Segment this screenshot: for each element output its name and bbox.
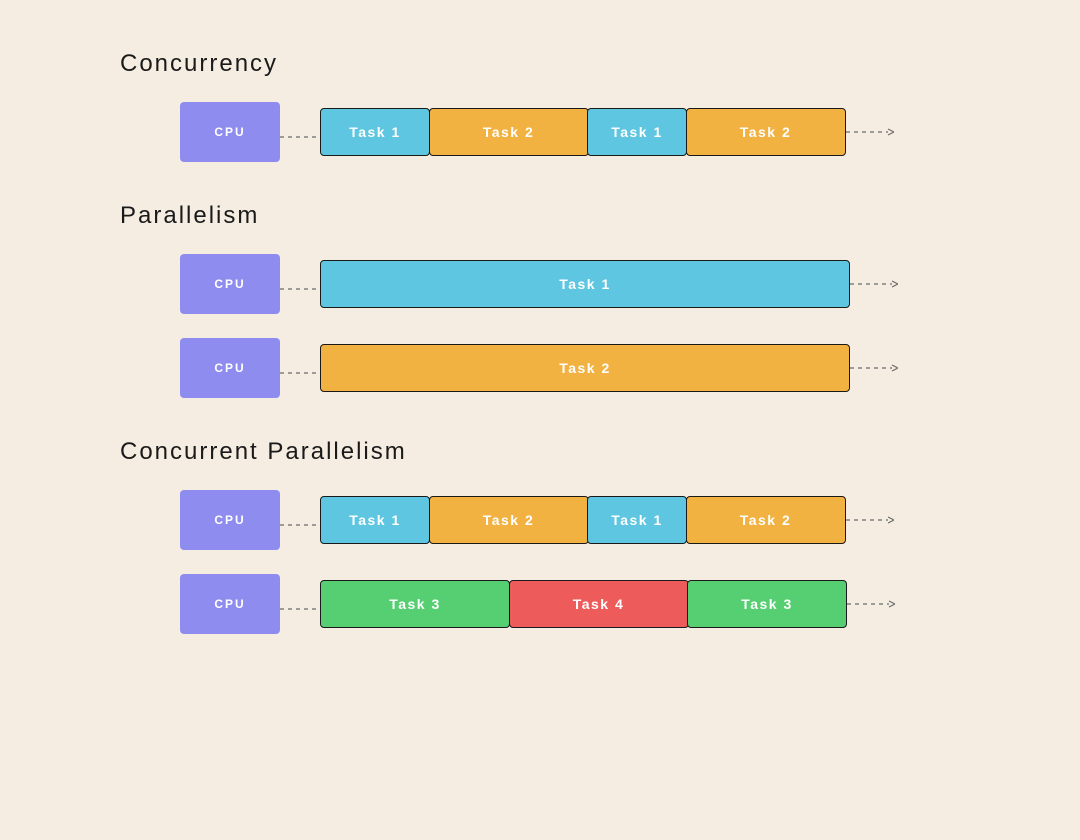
section: ConcurrencyCPU Task 1Task 2Task 1Task 2 <box>120 50 960 162</box>
dash-connector <box>280 520 320 521</box>
section-title: Concurrent Parallelism <box>120 438 960 466</box>
task-box: Task 3 <box>320 580 510 628</box>
task-box: Task 2 <box>429 108 589 156</box>
task-box: Task 2 <box>686 496 846 544</box>
task-box: Task 2 <box>320 344 850 392</box>
tasks-container: Task 3Task 4Task 3 <box>320 580 847 628</box>
task-box: Task 1 <box>587 496 687 544</box>
tasks-container: Task 1 <box>320 260 850 308</box>
tasks-container: Task 2 <box>320 344 850 392</box>
task-box: Task 2 <box>429 496 589 544</box>
task-box: Task 2 <box>686 108 846 156</box>
cpu-box: CPU <box>180 338 280 398</box>
dash-connector <box>280 132 320 133</box>
dash-arrow <box>847 599 895 609</box>
task-box: Task 4 <box>509 580 689 628</box>
task-box: Task 1 <box>320 108 430 156</box>
section: Parallelism CPU Task 1 CPU Task 2 <box>120 202 960 398</box>
section: Concurrent ParallelismCPU Task 1Task 2Ta… <box>120 438 960 634</box>
section-title: Concurrency <box>120 50 960 78</box>
cpu-box: CPU <box>180 490 280 550</box>
dash-arrow <box>846 127 894 137</box>
dash-arrow <box>846 515 894 525</box>
dash-connector <box>280 284 320 285</box>
task-box: Task 3 <box>687 580 847 628</box>
task-box: Task 1 <box>320 496 430 544</box>
tasks-container: Task 1Task 2Task 1Task 2 <box>320 496 846 544</box>
dash-arrow <box>850 363 898 373</box>
dash-connector <box>280 368 320 369</box>
task-box: Task 1 <box>320 260 850 308</box>
cpu-box: CPU <box>180 102 280 162</box>
dash-arrow <box>850 279 898 289</box>
cpu-box: CPU <box>180 574 280 634</box>
cpu-row: CPU Task 3Task 4Task 3 <box>120 574 960 634</box>
cpu-row: CPU Task 1Task 2Task 1Task 2 <box>120 102 960 162</box>
section-title: Parallelism <box>120 202 960 230</box>
cpu-row: CPU Task 1Task 2Task 1Task 2 <box>120 490 960 550</box>
cpu-row: CPU Task 2 <box>120 338 960 398</box>
task-box: Task 1 <box>587 108 687 156</box>
cpu-box: CPU <box>180 254 280 314</box>
diagram-root: ConcurrencyCPU Task 1Task 2Task 1Task 2 … <box>120 50 960 634</box>
tasks-container: Task 1Task 2Task 1Task 2 <box>320 108 846 156</box>
dash-connector <box>280 604 320 605</box>
cpu-row: CPU Task 1 <box>120 254 960 314</box>
